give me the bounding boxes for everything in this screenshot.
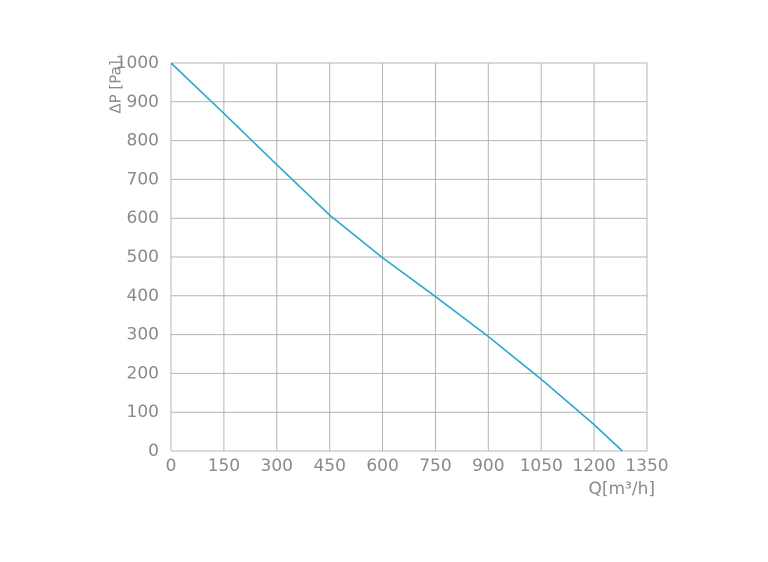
y-tick-label: 900 — [127, 92, 159, 112]
y-tick-label: 500 — [127, 247, 159, 267]
x-tick-label: 450 — [313, 456, 345, 476]
x-tick-label: 750 — [419, 456, 451, 476]
y-tick-label: 600 — [127, 208, 159, 228]
x-tick-label: 0 — [166, 456, 177, 476]
x-tick-label: 150 — [208, 456, 240, 476]
data-line — [170, 62, 623, 452]
y-tick-label: 100 — [127, 402, 159, 422]
y-tick-label: 700 — [127, 169, 159, 189]
y-tick-label: 400 — [127, 286, 159, 306]
y-tick-label: 200 — [127, 363, 159, 383]
y-tick-label: 800 — [127, 131, 159, 151]
y-tick-label: 1000 — [116, 53, 159, 73]
x-tick-label: 1200 — [572, 456, 615, 476]
x-axis-label: Q[m³/h] — [588, 479, 655, 499]
x-tick-label: 900 — [472, 456, 504, 476]
x-tick-label: 300 — [261, 456, 293, 476]
y-tick-label: 0 — [148, 441, 159, 461]
y-axis-label: ΔP [Pa] — [107, 60, 125, 113]
x-tick-label: 600 — [366, 456, 398, 476]
x-tick-label: 1050 — [520, 456, 563, 476]
y-tick-label: 300 — [127, 325, 159, 345]
x-tick-label: 1350 — [625, 456, 668, 476]
